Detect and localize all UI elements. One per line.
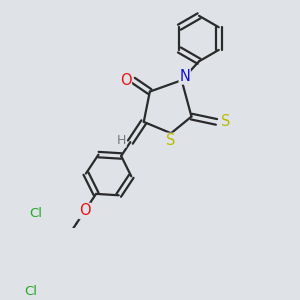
Text: O: O bbox=[120, 73, 131, 88]
Text: S: S bbox=[166, 133, 176, 148]
Text: Cl: Cl bbox=[25, 285, 38, 298]
Text: S: S bbox=[221, 114, 230, 129]
Text: N: N bbox=[179, 69, 190, 84]
Text: H: H bbox=[117, 134, 126, 147]
Text: Cl: Cl bbox=[30, 207, 43, 220]
Text: O: O bbox=[79, 203, 91, 218]
